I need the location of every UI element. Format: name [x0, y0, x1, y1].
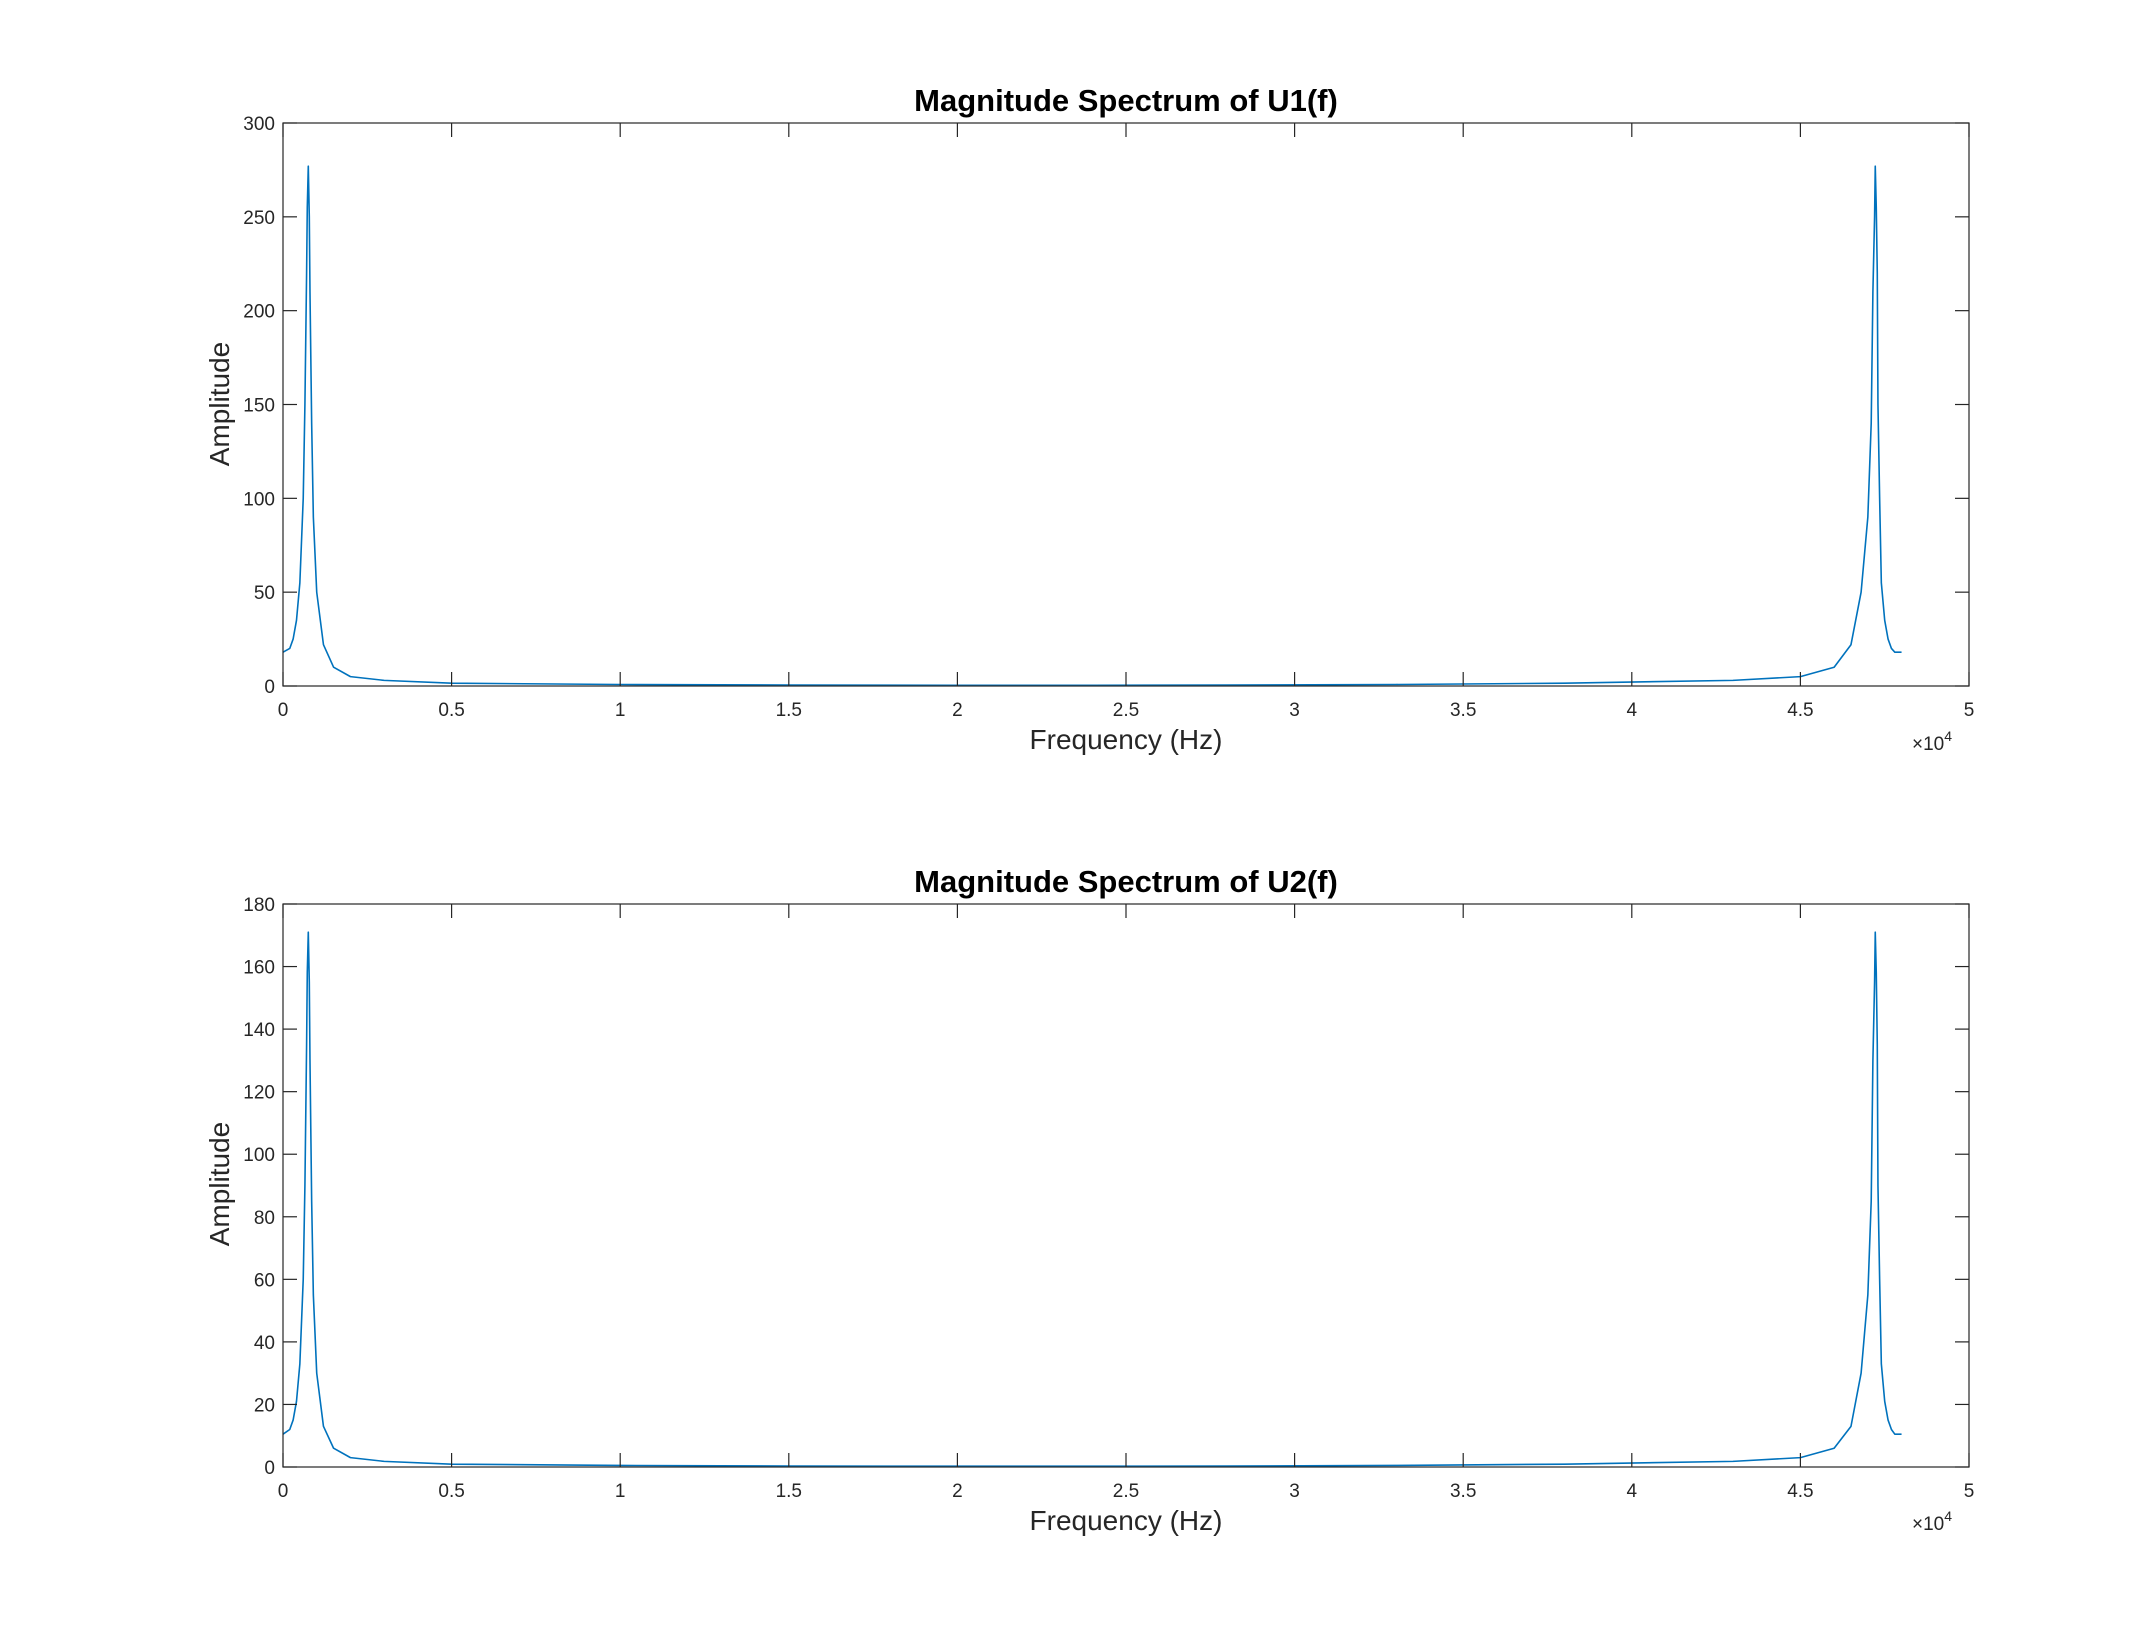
- x-tick-label: 5: [1964, 700, 1975, 721]
- x-tick-label: 4.5: [1787, 1481, 1813, 1502]
- y-tick-label: 300: [243, 114, 275, 135]
- x-tick-label: 1.5: [776, 700, 802, 721]
- series-line: [282, 165, 1902, 687]
- subplot-u1: Magnitude Spectrum of U1(f) 0 0.5 1 1.5 2 2.5…: [204, 83, 1974, 755]
- x-axis-label: Frequency (Hz): [1030, 724, 1223, 755]
- x-axis-label: Frequency (Hz): [1030, 1505, 1223, 1536]
- y-axis-label: Amplitude: [204, 342, 235, 467]
- x-tick-label: 4.5: [1787, 700, 1813, 721]
- y-tick-label: 140: [243, 1020, 275, 1041]
- plot-frame: [282, 122, 1970, 687]
- y-tick-label: 160: [243, 958, 275, 979]
- y-tick-label: 150: [243, 396, 275, 417]
- x-exponent-label: ×104: [1912, 728, 1952, 755]
- plot-frame: [282, 903, 1970, 1468]
- x-tick-label: 3: [1289, 700, 1300, 721]
- chart-title: Magnitude Spectrum of U1(f): [914, 83, 1338, 118]
- x-tick-label: 0: [278, 700, 289, 721]
- x-tick-label: 2.5: [1113, 700, 1139, 721]
- y-tick-label: 50: [254, 583, 275, 604]
- y-tick-label: 0: [264, 677, 275, 698]
- x-tick-label: 0.5: [438, 700, 464, 721]
- y-tick-label: 100: [243, 1145, 275, 1166]
- y-tick-label: 250: [243, 208, 275, 229]
- y-axis-label: Amplitude: [204, 1122, 235, 1247]
- x-tick-label: 4: [1627, 700, 1638, 721]
- x-tick-label: 0: [278, 1481, 289, 1502]
- x-tick-label: 3.5: [1450, 1481, 1476, 1502]
- x-tick-label: 1.5: [776, 1481, 802, 1502]
- y-tick-label: 120: [243, 1083, 275, 1104]
- y-tick-label: 60: [254, 1270, 275, 1291]
- y-tick-label: 80: [254, 1208, 275, 1229]
- y-tick-label: 40: [254, 1333, 275, 1354]
- y-tick-label: 200: [243, 302, 275, 323]
- y-tick-label: 20: [254, 1395, 275, 1416]
- chart-title: Magnitude Spectrum of U2(f): [914, 864, 1338, 899]
- x-tick-label: 3.5: [1450, 700, 1476, 721]
- x-tick-label: 0.5: [438, 1481, 464, 1502]
- x-tick-label: 1: [615, 700, 626, 721]
- y-tick-label: 0: [264, 1458, 275, 1479]
- x-tick-label: 2: [952, 1481, 963, 1502]
- series-line: [282, 931, 1902, 1468]
- x-tick-label: 3: [1289, 1481, 1300, 1502]
- x-tick-label: 2: [952, 700, 963, 721]
- x-tick-label: 4: [1627, 1481, 1638, 1502]
- y-tick-label: 100: [243, 489, 275, 510]
- plot-content: 0 0.5 1 1.5 2 2.5 3 3.5 4 4.5 5 0 20 40 60 80 100 120 140 1…: [243, 895, 1974, 1502]
- x-tick-label: 1: [615, 1481, 626, 1502]
- subplot-u2: Magnitude Spectrum of U2(f) 0 0.5 1 1.5 2 2.5…: [204, 864, 1974, 1536]
- x-tick-label: 2.5: [1113, 1481, 1139, 1502]
- x-tick-label: 5: [1964, 1481, 1975, 1502]
- y-tick-label: 180: [243, 895, 275, 916]
- x-exponent-label: ×104: [1912, 1508, 1952, 1535]
